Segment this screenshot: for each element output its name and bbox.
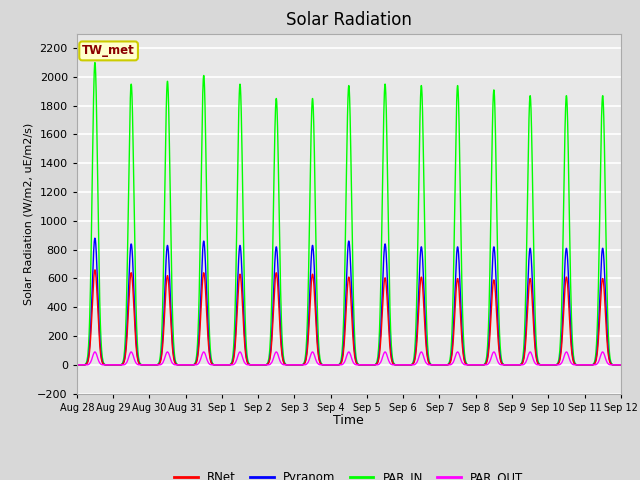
Text: TW_met: TW_met [82,44,135,58]
Legend: RNet, Pyranom, PAR_IN, PAR_OUT: RNet, Pyranom, PAR_IN, PAR_OUT [169,466,529,480]
Title: Solar Radiation: Solar Radiation [286,11,412,29]
Y-axis label: Solar Radiation (W/m2, uE/m2/s): Solar Radiation (W/m2, uE/m2/s) [23,122,33,305]
X-axis label: Time: Time [333,414,364,427]
